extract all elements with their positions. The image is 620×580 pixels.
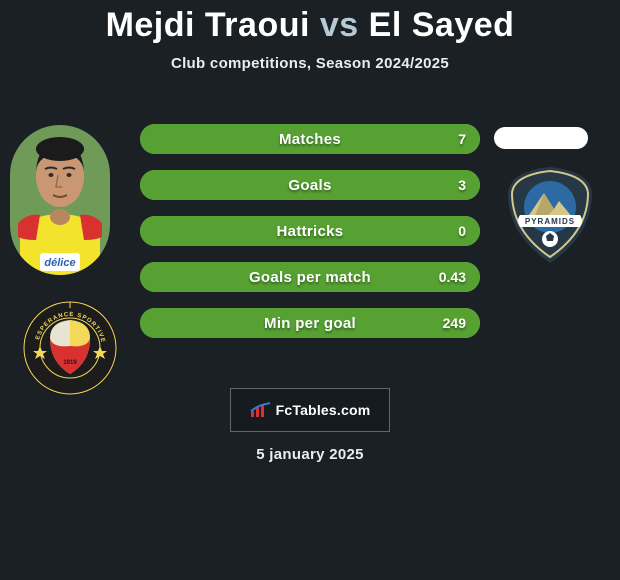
player1-team-crest: ESPERANCE SPORTIVE 1919 bbox=[20, 298, 120, 398]
player1-avatar: délice bbox=[10, 125, 110, 275]
stat-value: 7 bbox=[458, 131, 466, 147]
stat-bars: Matches 7 Goals 3 Hattricks 0 Goals per … bbox=[140, 124, 480, 354]
svg-text:délice: délice bbox=[44, 257, 75, 269]
stat-value: 0 bbox=[458, 223, 466, 239]
svg-text:1919: 1919 bbox=[63, 360, 77, 366]
date-text: 5 january 2025 bbox=[0, 446, 620, 463]
stat-bar-min-per-goal: Min per goal 249 bbox=[140, 308, 480, 338]
player1-team-crest-svg: ESPERANCE SPORTIVE 1919 bbox=[20, 298, 120, 398]
stat-label: Min per goal bbox=[264, 315, 356, 332]
player2-team-crest: PYRAMIDS bbox=[500, 165, 600, 265]
fctables-logo-box: FcTables.com bbox=[230, 388, 390, 432]
subtitle: Club competitions, Season 2024/2025 bbox=[0, 55, 620, 72]
stat-bar-hattricks: Hattricks 0 bbox=[140, 216, 480, 246]
player2-avatar-placeholder bbox=[494, 127, 588, 149]
player2-team-crest-svg: PYRAMIDS bbox=[500, 165, 600, 265]
player1-avatar-svg: délice bbox=[10, 125, 110, 275]
chart-icon bbox=[250, 402, 272, 418]
fctables-logo-text: FcTables.com bbox=[276, 402, 371, 418]
stat-label: Goals per match bbox=[249, 269, 371, 286]
stat-bar-goals: Goals 3 bbox=[140, 170, 480, 200]
title-vs: vs bbox=[320, 6, 359, 44]
stat-label: Matches bbox=[279, 131, 341, 148]
stat-bar-matches: Matches 7 bbox=[140, 124, 480, 154]
stat-value: 3 bbox=[458, 177, 466, 193]
page-title: Mejdi Traoui vs El Sayed bbox=[0, 0, 620, 45]
svg-text:PYRAMIDS: PYRAMIDS bbox=[525, 217, 575, 226]
title-player2: El Sayed bbox=[369, 6, 515, 44]
title-player1: Mejdi Traoui bbox=[106, 6, 310, 44]
stat-value: 0.43 bbox=[439, 269, 466, 285]
stat-bar-goals-per-match: Goals per match 0.43 bbox=[140, 262, 480, 292]
stat-value: 249 bbox=[443, 315, 466, 331]
stat-label: Goals bbox=[288, 177, 331, 194]
stat-label: Hattricks bbox=[277, 223, 344, 240]
